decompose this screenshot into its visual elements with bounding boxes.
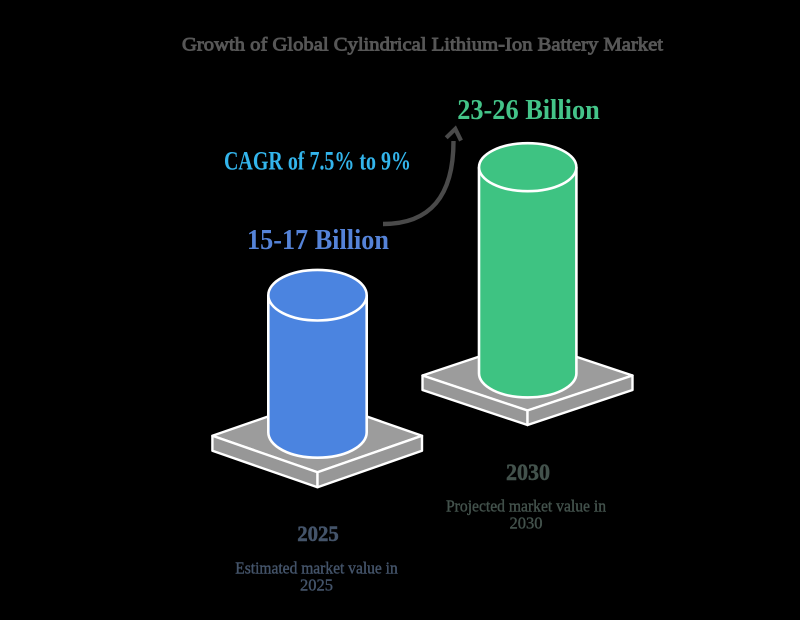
svg-text:2025: 2025 bbox=[297, 521, 339, 546]
svg-text:2025: 2025 bbox=[300, 576, 333, 595]
svg-text:Projected market value in: Projected market value in bbox=[446, 497, 606, 516]
svg-text:Estimated market value in: Estimated market value in bbox=[235, 559, 398, 578]
svg-text:15-17 Billion: 15-17 Billion bbox=[247, 225, 389, 256]
svg-text:CAGR of 7.5% to 9%: CAGR of 7.5% to 9% bbox=[224, 147, 411, 176]
svg-text:2030: 2030 bbox=[506, 460, 550, 485]
svg-text:2030: 2030 bbox=[510, 514, 543, 533]
svg-text:23-26 Billion: 23-26 Billion bbox=[457, 95, 600, 126]
svg-text:Growth of Global Cylindrical L: Growth of Global Cylindrical Lithium-Ion… bbox=[182, 35, 664, 56]
